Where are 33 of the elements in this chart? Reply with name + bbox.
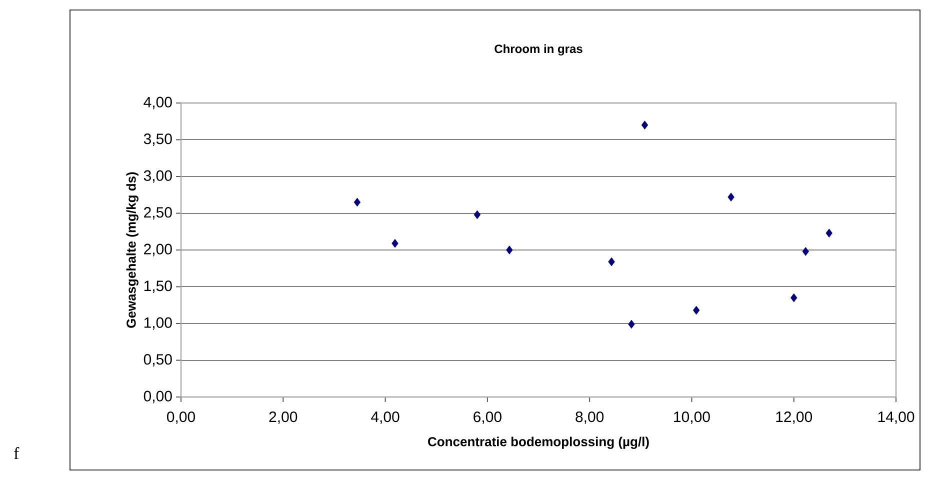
y-tick-label: 2,00 [144, 244, 172, 256]
x-tick-label: 2,00 [269, 412, 298, 424]
point [790, 293, 798, 302]
text: f [14, 447, 20, 459]
point [628, 320, 635, 329]
x-tick-label: 12,00 [776, 412, 812, 424]
point [474, 210, 481, 220]
point [608, 257, 615, 266]
chart-title: Chroom in gras [494, 44, 582, 56]
x-axis-title: Concentratie bodemoplossing (µg/l) [428, 436, 649, 449]
point [728, 192, 734, 202]
x-tick-label: 8,00 [576, 412, 604, 424]
point [826, 228, 832, 238]
x-tick-label: 14,00 [878, 412, 914, 424]
y-tick-label: 0,50 [144, 354, 172, 366]
y-tick-label: 1,50 [144, 280, 172, 293]
x-tick-label: 10,00 [674, 412, 710, 424]
point [392, 238, 398, 248]
x-tick-label: 4,00 [371, 412, 400, 424]
y-tick-label: 4,00 [144, 96, 172, 110]
point [506, 246, 513, 254]
y-tick-label: 2,50 [144, 207, 172, 220]
point [802, 247, 809, 256]
y-tick-label: 0,00 [144, 390, 172, 404]
x-tick-label: 6,00 [474, 412, 502, 424]
point [354, 198, 361, 207]
y-tick-label: 1,00 [144, 317, 172, 330]
y-axis-title: Gewasgehalte (mg/kg ds) [126, 172, 138, 328]
y-tick-label: 3,50 [144, 134, 172, 146]
point [692, 306, 700, 315]
y-tick-label: 3,00 [144, 170, 172, 183]
x-tick-label: 0,00 [167, 412, 196, 424]
point [641, 120, 648, 130]
